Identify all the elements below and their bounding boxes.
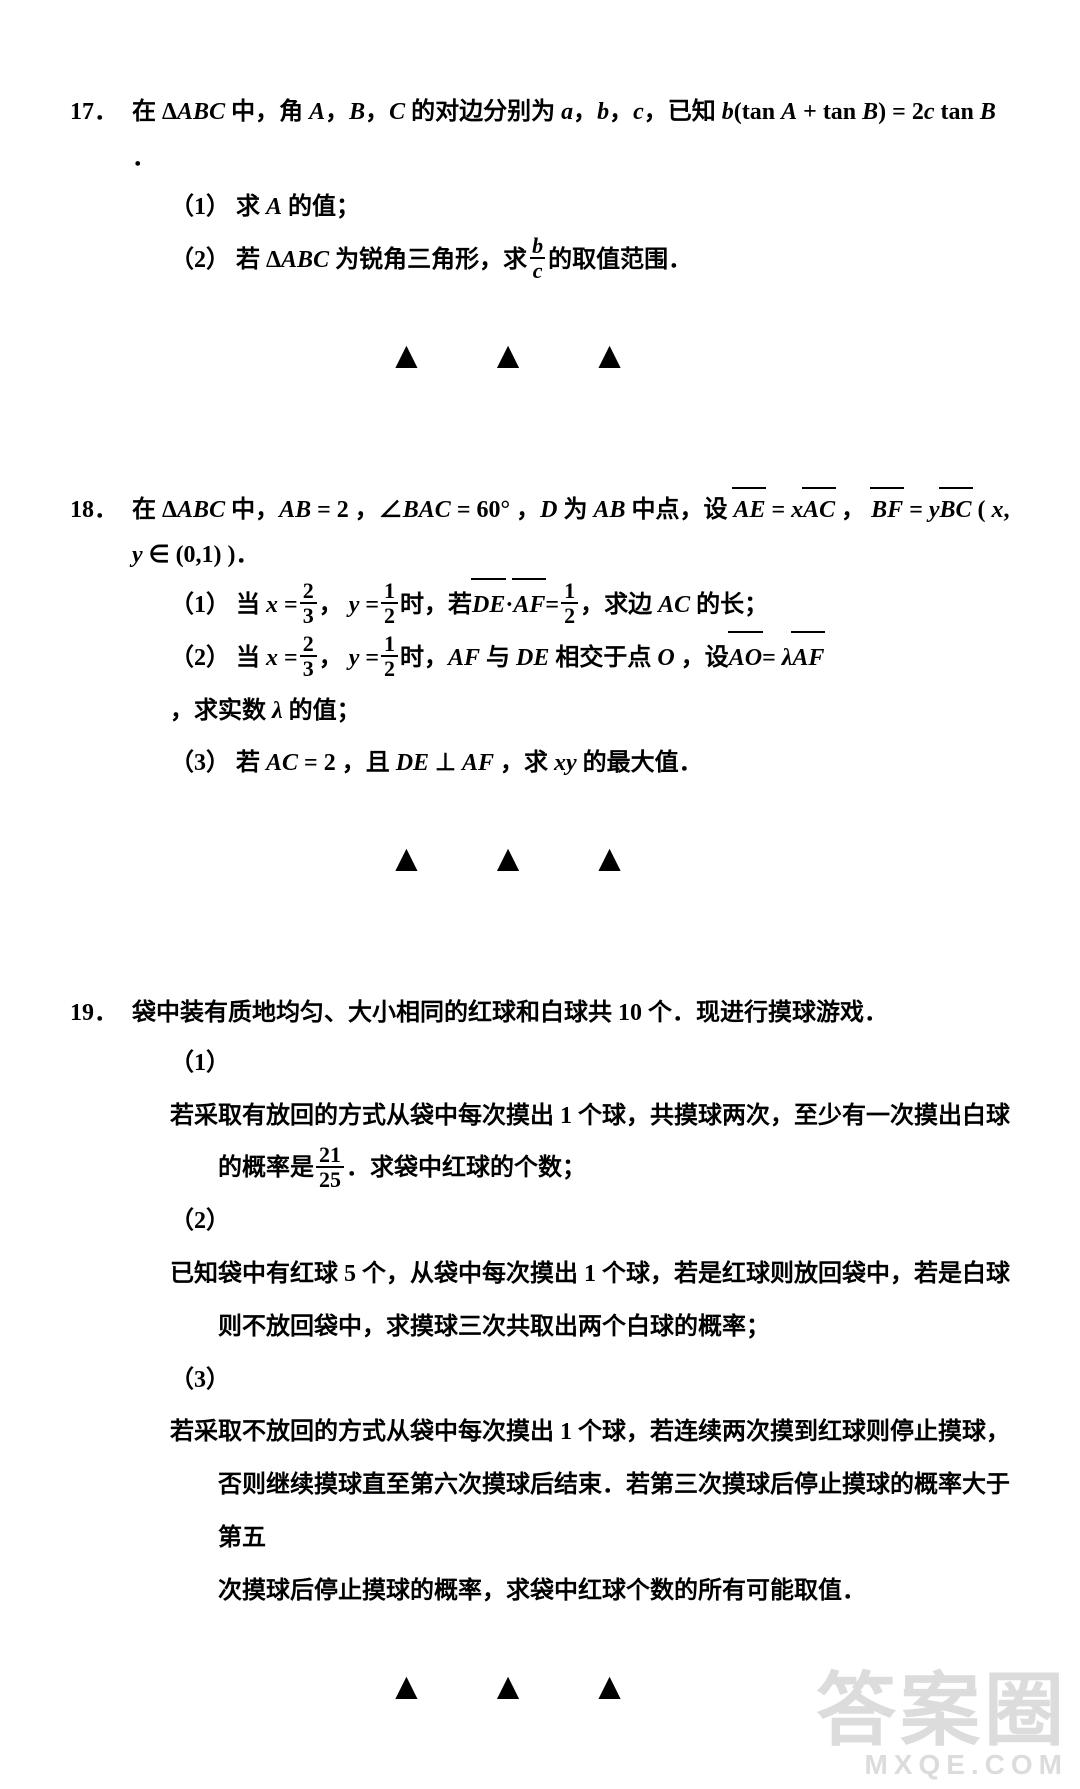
watermark-url: MXQE.COM: [816, 1751, 1068, 1779]
fraction: 12: [561, 579, 578, 627]
fraction: 23: [300, 579, 317, 627]
fraction: 12: [381, 632, 398, 680]
problem-18-stem: 18． 在 ΔABC 中，AB = 2 ，∠BAC = 60° ，D 为 AB …: [70, 488, 1010, 579]
vector-AC: AC: [803, 488, 835, 534]
fraction: 12: [381, 579, 398, 627]
sub-text: ，求实数 λ 的值；: [170, 685, 361, 738]
sub-text: ， y =: [319, 632, 379, 685]
problem-18-sub-1: （1） 当 x = 23 ， y = 12 时，若 DE · AF = 12 ，…: [170, 579, 1010, 632]
sub-text: 时，若: [400, 579, 472, 632]
vector-BC: BC: [940, 488, 972, 534]
vector-AE: AE: [733, 488, 765, 534]
separator-triangles: ▲▲▲: [70, 335, 1010, 378]
problem-18-sub-3: （3） 若 AC = 2 ，且 DE ⊥ AF ，求 xy 的最大值．: [170, 737, 1010, 790]
problem-19-sub-2-cont: 则不放回袋中，求摸球三次共取出两个白球的概率；: [218, 1301, 1010, 1354]
sub-label: （2）: [170, 632, 230, 685]
problem-19-stem: 19． 袋中装有质地均匀、大小相同的红球和白球共 10 个．现进行摸球游戏．: [70, 991, 1010, 1037]
exam-page: 17． 在 ΔABC 中，角 A，B，C 的对边分别为 a，b，c，已知 b(t…: [0, 0, 1080, 1789]
stem-text: 在 ΔABC 中，角 A，B，C 的对边分别为 a，b，c，已知 b(tan A…: [132, 90, 1010, 181]
sub-text: 若 ΔABC 为锐角三角形，求: [236, 234, 527, 287]
sub-label: （1）: [170, 1037, 230, 1090]
separator-triangles: ▲▲▲: [70, 838, 1010, 881]
problem-19-sub-2: （2） 已知袋中有红球 5 个，从袋中每次摸出 1 个球，若是红球则放回袋中，若…: [170, 1195, 1010, 1301]
sub-text: ， y =: [319, 579, 379, 632]
sub-text: =: [545, 579, 559, 632]
sub-text: 的取值范围．: [548, 234, 692, 287]
fraction-b-over-c: b c: [529, 234, 546, 282]
sub-text: 当 x =: [236, 632, 298, 685]
vector-BF: BF: [871, 488, 903, 534]
vector-AO: AO: [729, 632, 762, 685]
stem-text: 袋中装有质地均匀、大小相同的红球和白球共 10 个．现进行摸球游戏．: [132, 991, 1010, 1037]
problem-19-sub-3-cont-b: 次摸球后停止摸球的概率，求袋中红球个数的所有可能取值．: [218, 1565, 1010, 1618]
sub-label: （2）: [170, 234, 230, 287]
problem-17: 17． 在 ΔABC 中，角 A，B，C 的对边分别为 a，b，c，已知 b(t…: [70, 90, 1010, 287]
problem-17-sub-2: （2） 若 ΔABC 为锐角三角形，求 b c 的取值范围．: [170, 234, 1010, 287]
denominator: c: [530, 257, 546, 282]
separator-triangles: ▲▲▲: [70, 1666, 1010, 1709]
sub-text: 的概率是: [218, 1142, 314, 1195]
problem-19-sub-1: （1） 若采取有放回的方式从袋中每次摸出 1 个球，共摸球两次，至少有一次摸出白…: [170, 1037, 1010, 1143]
vector-AF: AF: [513, 579, 545, 632]
sub-text: 时，AF 与 DE 相交于点 O ，设: [400, 632, 729, 685]
vector-AF: AF: [792, 632, 824, 685]
problem-19-sub-3: （3） 若采取不放回的方式从袋中每次摸出 1 个球，若连续两次摸到红球则停止摸球…: [170, 1354, 1010, 1460]
sub-text: ，求边 AC 的长；: [580, 579, 768, 632]
sub-text: 求 A 的值；: [236, 181, 360, 234]
problem-number: 18．: [70, 488, 132, 534]
problem-18-sub-2: （2） 当 x = 23 ， y = 12 时，AF 与 DE 相交于点 O ，…: [170, 632, 1010, 738]
sub-text: 当 x =: [236, 579, 298, 632]
sub-text: 若采取不放回的方式从袋中每次摸出 1 个球，若连续两次摸到红球则停止摸球，: [170, 1406, 1010, 1459]
stem-text: 在 ΔABC 中，AB = 2 ，∠BAC = 60° ，D 为 AB 中点，设…: [132, 488, 1010, 579]
problem-17-sub-1: （1） 求 A 的值；: [170, 181, 1010, 234]
problem-19-sub-1-cont: 的概率是 21 25 ．求袋中红球的个数；: [218, 1142, 1010, 1195]
sub-text: 若 AC = 2 ，且 DE ⊥ AF ，求 xy 的最大值．: [236, 737, 703, 790]
problem-19: 19． 袋中装有质地均匀、大小相同的红球和白球共 10 个．现进行摸球游戏． （…: [70, 991, 1010, 1617]
sub-text: 已知袋中有红球 5 个，从袋中每次摸出 1 个球，若是红球则放回袋中，若是白球: [170, 1248, 1010, 1301]
sub-label: （2）: [170, 1195, 230, 1248]
sub-text: ．求袋中红球的个数；: [346, 1142, 586, 1195]
problem-number: 17．: [70, 90, 132, 136]
sub-label: （3）: [170, 1354, 230, 1407]
problem-17-stem: 17． 在 ΔABC 中，角 A，B，C 的对边分别为 a，b，c，已知 b(t…: [70, 90, 1010, 181]
sub-text: = λ: [762, 632, 792, 685]
problem-number: 19．: [70, 991, 132, 1037]
sub-label: （1）: [170, 579, 230, 632]
fraction: 23: [300, 632, 317, 680]
vector-DE: DE: [472, 579, 505, 632]
sub-label: （3）: [170, 737, 230, 790]
problem-19-sub-3-cont-a: 否则继续摸球直至第六次摸球后结束．若第三次摸球后停止摸球的概率大于第五: [218, 1459, 1010, 1565]
sub-text: 若采取有放回的方式从袋中每次摸出 1 个球，共摸球两次，至少有一次摸出白球: [170, 1090, 1010, 1143]
problem-18: 18． 在 ΔABC 中，AB = 2 ，∠BAC = 60° ，D 为 AB …: [70, 488, 1010, 790]
numerator: b: [529, 234, 546, 257]
fraction: 21 25: [316, 1143, 344, 1191]
sub-label: （1）: [170, 181, 230, 234]
